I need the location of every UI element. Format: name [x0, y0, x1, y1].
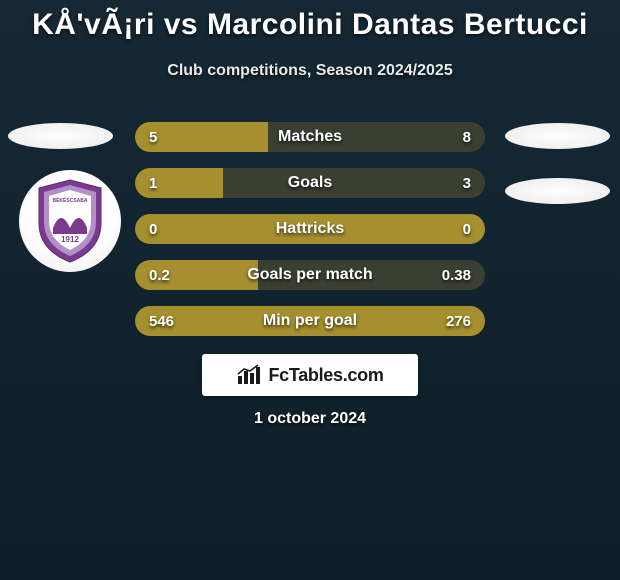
footer-date: 1 october 2024 [0, 410, 620, 428]
player-right-avatar-placeholder-1 [505, 123, 610, 149]
page-title: KÅ'vÃ¡ri vs Marcolini Dantas Bertucci [0, 0, 620, 42]
comparison-bar-chart: 58Matches 13Goals 00Hattricks 0.20.38Goals … [135, 122, 485, 352]
bar-right-value: 3 [463, 168, 471, 198]
bar-left-fill [135, 306, 485, 336]
shield-icon: 1912 BÉKÉSCSABA [33, 178, 107, 264]
bar-left-fill [135, 214, 485, 244]
bar-row: 58Matches [135, 122, 485, 152]
bar-chart-icon [236, 364, 262, 386]
bar-row: 13Goals [135, 168, 485, 198]
page-subtitle: Club competitions, Season 2024/2025 [0, 62, 620, 80]
bar-left-fill [135, 122, 268, 152]
bar-left-fill [135, 260, 258, 290]
svg-text:1912: 1912 [61, 235, 79, 244]
player-right-avatar-placeholder-2 [505, 178, 610, 204]
club-badge: 1912 BÉKÉSCSABA [19, 170, 121, 272]
bar-left-fill [135, 168, 223, 198]
bar-right-value: 0.38 [442, 260, 471, 290]
brand-text: FcTables.com [268, 365, 383, 386]
bar-row: 0.20.38Goals per match [135, 260, 485, 290]
brand-box[interactable]: FcTables.com [202, 354, 418, 396]
bar-right-value: 8 [463, 122, 471, 152]
player-left-avatar-placeholder [8, 123, 113, 149]
bar-row: 546276Min per goal [135, 306, 485, 336]
bar-row: 00Hattricks [135, 214, 485, 244]
svg-text:BÉKÉSCSABA: BÉKÉSCSABA [52, 196, 87, 204]
